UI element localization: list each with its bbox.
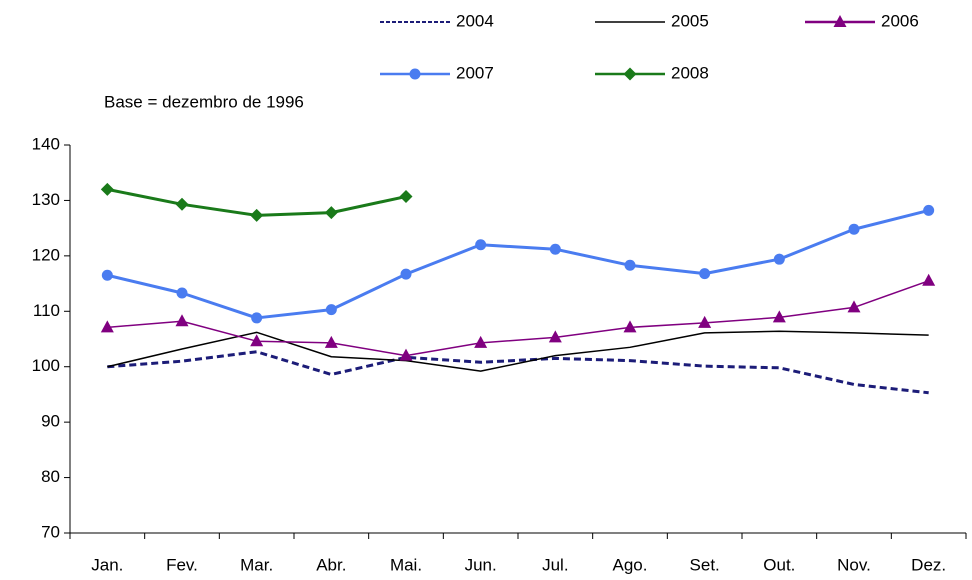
marker	[923, 204, 935, 216]
marker	[251, 312, 263, 324]
marker	[475, 239, 487, 251]
y-tick-label: 70	[41, 522, 60, 541]
marker	[548, 330, 562, 343]
legend-marker	[833, 15, 847, 27]
marker	[399, 190, 413, 204]
x-tick-label: Set.	[690, 555, 720, 574]
marker	[847, 300, 861, 313]
x-tick-label: Jan.	[91, 555, 123, 574]
marker	[624, 259, 636, 271]
marker	[325, 304, 337, 316]
marker	[250, 334, 264, 347]
marker	[100, 320, 114, 333]
marker	[474, 335, 488, 348]
marker	[250, 208, 264, 222]
marker	[324, 206, 338, 220]
legend-label: 2006	[881, 11, 919, 30]
marker	[175, 197, 189, 211]
y-tick-label: 100	[32, 356, 60, 375]
marker	[699, 268, 711, 280]
legend-marker	[409, 68, 421, 80]
y-tick-label: 110	[33, 301, 60, 320]
y-tick-label: 80	[41, 467, 60, 486]
x-tick-label: Ago.	[613, 555, 648, 574]
marker	[698, 315, 712, 328]
legend-label: 2005	[671, 11, 709, 30]
y-tick-label: 90	[41, 412, 60, 431]
y-tick-label: 130	[32, 190, 60, 209]
marker	[399, 348, 413, 361]
marker	[175, 314, 189, 327]
series-line	[107, 330, 929, 372]
x-tick-label: Jun.	[465, 555, 497, 574]
x-tick-label: Fev.	[166, 555, 198, 574]
marker	[324, 335, 338, 348]
legend-label: 2008	[671, 63, 709, 82]
marker	[176, 287, 188, 299]
marker	[773, 253, 785, 265]
x-tick-label: Mar.	[240, 555, 273, 574]
series-line	[107, 350, 929, 395]
x-tick-label: Mai.	[390, 555, 422, 574]
marker	[623, 320, 637, 333]
x-tick-label: Nov.	[837, 555, 871, 574]
marker	[101, 269, 113, 281]
y-tick-label: 120	[32, 245, 60, 264]
legend-marker	[623, 67, 637, 81]
series-line	[107, 280, 929, 357]
x-tick-label: Dez.	[911, 555, 946, 574]
marker	[848, 223, 860, 235]
series-line	[106, 208, 930, 320]
x-tick-label: Jul.	[542, 555, 568, 574]
x-tick-label: Out.	[763, 555, 795, 574]
y-tick-label: 140	[32, 134, 60, 153]
marker	[772, 310, 786, 323]
legend-label: 2007	[456, 63, 494, 82]
marker	[922, 273, 936, 286]
marker	[400, 268, 412, 280]
x-tick-label: Abr.	[316, 555, 346, 574]
marker	[100, 182, 114, 196]
marker	[549, 243, 561, 255]
chart-subtitle: Base = dezembro de 1996	[104, 92, 304, 111]
legend-label: 2004	[456, 11, 494, 30]
